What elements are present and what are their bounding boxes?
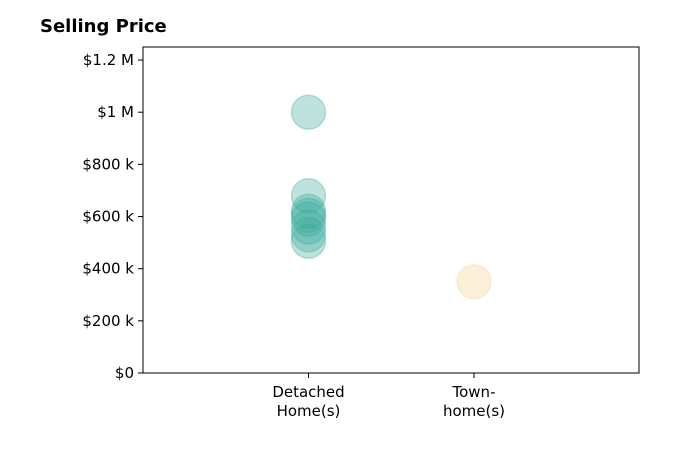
y-tick-label: $200 k xyxy=(82,312,134,330)
y-tick-label: $0 xyxy=(115,364,134,382)
data-point xyxy=(456,263,492,300)
y-tick-label: $400 k xyxy=(82,260,134,278)
chart-title: Selling Price xyxy=(40,16,167,37)
data-point xyxy=(290,193,327,230)
y-tick-label: $1.2 M xyxy=(83,51,134,69)
y-tick-label: $1 M xyxy=(97,103,134,121)
plot-frame xyxy=(142,46,640,374)
x-axis: Detached Home(s) Town-home(s) xyxy=(272,373,505,420)
y-tick-label: $600 k xyxy=(82,208,134,226)
y-axis: $0 $200 k $400 k $600 k $800 k $1 M $1.2 M xyxy=(82,51,143,382)
data-point xyxy=(290,177,327,214)
data-point xyxy=(290,201,327,237)
data-point xyxy=(290,223,327,260)
data-point xyxy=(290,197,327,233)
data-point xyxy=(290,209,327,245)
data-points xyxy=(290,94,492,300)
y-tick-label: $800 k xyxy=(82,155,134,173)
x-tick-label: Town-home(s) xyxy=(443,383,505,420)
data-point xyxy=(290,94,327,130)
x-tick-label: Detached Home(s) xyxy=(272,383,344,420)
data-point xyxy=(290,217,327,253)
